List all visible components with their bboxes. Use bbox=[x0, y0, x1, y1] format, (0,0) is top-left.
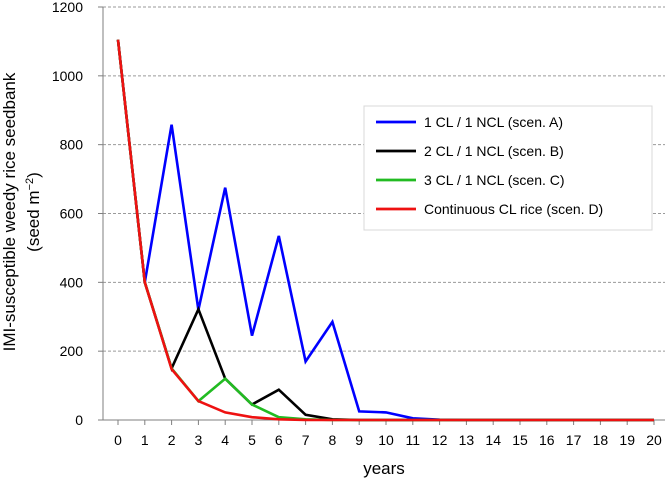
x-tick-label-14: 14 bbox=[485, 432, 501, 448]
y-tick-label-4: 800 bbox=[60, 137, 84, 153]
y-tick-label-1: 200 bbox=[60, 343, 84, 359]
legend: 1 CL / 1 NCL (scen. A) 2 CL / 1 NCL (scen… bbox=[363, 105, 653, 231]
x-tick-label-8: 8 bbox=[329, 432, 337, 448]
x-tick-label-9: 9 bbox=[355, 432, 363, 448]
x-tick-label-19: 19 bbox=[619, 432, 635, 448]
x-tick-label-6: 6 bbox=[275, 432, 283, 448]
series-line-3 bbox=[116, 39, 654, 422]
x-tick-label-1: 1 bbox=[141, 432, 149, 448]
y-tick-label-5: 1000 bbox=[52, 68, 83, 84]
y-axis-title-line2: (seed m−2) bbox=[24, 172, 43, 252]
y-tick-label-0: 0 bbox=[75, 412, 83, 428]
legend-label-0: 1 CL / 1 NCL (scen. A) bbox=[424, 114, 563, 130]
x-tick-label-3: 3 bbox=[195, 432, 203, 448]
x-tick-label-11: 11 bbox=[406, 432, 421, 448]
x-tick-label-2: 2 bbox=[168, 432, 176, 448]
y-axis-title: IMI-susceptible weedy rice seedbank (see… bbox=[0, 72, 43, 351]
y-tick-label-3: 600 bbox=[60, 206, 84, 222]
x-tick-label-4: 4 bbox=[221, 432, 229, 448]
x-tick-label-0: 0 bbox=[114, 432, 122, 448]
legend-label-1: 2 CL / 1 NCL (scen. B) bbox=[424, 143, 564, 159]
y-tick-label-6: 1200 bbox=[52, 0, 83, 15]
y-axis-title-line1: IMI-susceptible weedy rice seedbank bbox=[0, 72, 19, 351]
x-tick-label-20: 20 bbox=[646, 432, 662, 448]
data-series bbox=[116, 39, 654, 422]
x-tick-label-16: 16 bbox=[539, 432, 555, 448]
legend-label-3: Continuous CL rice (scen. D) bbox=[424, 201, 603, 217]
x-tick-label-12: 12 bbox=[432, 432, 448, 448]
legend-label-2: 3 CL / 1 NCL (scen. C) bbox=[424, 172, 565, 188]
x-axis-title: years bbox=[363, 459, 405, 478]
x-tick-label-18: 18 bbox=[593, 432, 609, 448]
x-tick-label-15: 15 bbox=[512, 432, 528, 448]
x-tick-label-10: 10 bbox=[378, 432, 394, 448]
x-tick-label-5: 5 bbox=[248, 432, 256, 448]
x-tick-label-13: 13 bbox=[459, 432, 475, 448]
x-tick-label-7: 7 bbox=[302, 432, 310, 448]
y-tick-label-2: 400 bbox=[60, 274, 84, 290]
x-tick-label-17: 17 bbox=[566, 432, 582, 448]
